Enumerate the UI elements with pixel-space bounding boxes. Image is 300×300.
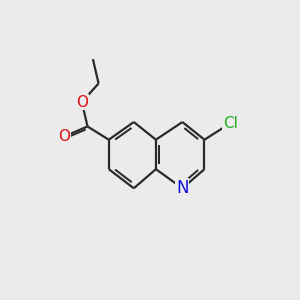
Text: Cl: Cl: [223, 116, 238, 130]
Text: O: O: [76, 94, 88, 110]
Text: N: N: [176, 179, 189, 197]
Text: O: O: [58, 129, 70, 144]
